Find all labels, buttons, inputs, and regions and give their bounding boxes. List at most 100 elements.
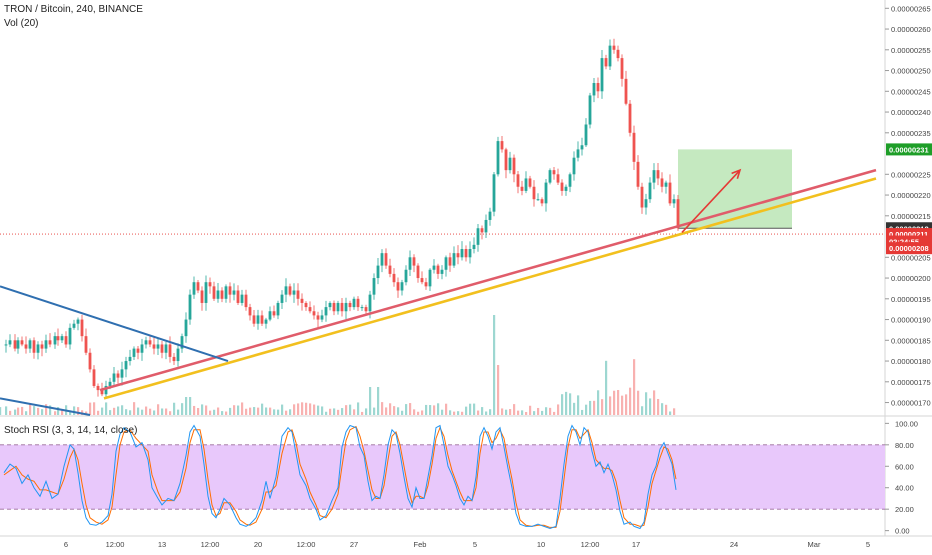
volume-bar	[673, 408, 676, 415]
candle-body	[92, 369, 96, 386]
volume-bar	[317, 405, 320, 415]
volume-bar	[161, 408, 164, 415]
volume-bar	[669, 411, 672, 415]
candle-body	[524, 178, 528, 191]
volume-bar	[129, 410, 132, 415]
volume-bar	[573, 402, 576, 415]
volume-bar	[305, 402, 308, 415]
candle-body	[53, 336, 57, 345]
candle-body	[632, 132, 636, 162]
volume-bar	[609, 396, 612, 415]
volume-bar	[337, 409, 340, 415]
volume-bar	[89, 402, 92, 415]
volume-bar	[325, 411, 328, 415]
price-tick-label: 0.00000245	[891, 87, 931, 96]
candle-body	[512, 157, 516, 175]
candle-body	[536, 199, 540, 201]
volume-bar	[665, 404, 668, 415]
candle-body	[456, 253, 460, 258]
candle-body	[316, 315, 320, 320]
candle-body	[344, 302, 348, 312]
volume-bar	[301, 402, 304, 415]
candle-body	[648, 182, 652, 200]
volume-bar	[141, 409, 144, 415]
candle-body	[588, 95, 592, 125]
volume-bar	[377, 387, 380, 415]
volume-bar	[649, 398, 652, 415]
candle-body	[432, 265, 436, 270]
volume-bar	[209, 410, 212, 415]
price-label-text: 0.00000211	[889, 230, 928, 239]
candle-body	[644, 199, 648, 208]
volume-bar	[357, 402, 360, 415]
volume-bar	[225, 411, 228, 415]
volume-bar	[49, 405, 52, 415]
candle-body	[56, 336, 60, 341]
volume-bar	[97, 410, 100, 415]
price-label-text: 0.00000231	[889, 145, 929, 154]
candle-body	[136, 348, 140, 353]
candle-body	[604, 58, 608, 67]
candle-body	[260, 315, 264, 324]
volume-bar	[133, 402, 136, 415]
volume-bar	[385, 407, 388, 415]
volume-bar	[229, 407, 232, 415]
volume-bar	[373, 407, 376, 415]
candle-body	[208, 282, 212, 287]
time-axis-label: 20	[254, 540, 262, 549]
candle-body	[356, 298, 360, 308]
target-arrow	[681, 169, 741, 233]
volume-bar	[273, 409, 276, 415]
candle-body	[500, 141, 504, 150]
volume-bar	[393, 406, 396, 415]
candle-body	[428, 269, 432, 287]
candle-body	[300, 298, 304, 303]
volume-bar	[529, 405, 532, 415]
candle-body	[452, 253, 456, 266]
candle-body	[652, 170, 656, 183]
volume-bar	[193, 405, 196, 415]
price-tick-label: 0.00000205	[891, 253, 931, 262]
candle-body	[256, 315, 260, 324]
candle-body	[400, 282, 404, 291]
candle-body	[128, 356, 132, 362]
volume-bar	[513, 404, 516, 415]
volume-bar	[245, 408, 248, 415]
volume-bar	[397, 407, 400, 415]
volume-bar	[85, 411, 88, 415]
volume-bar	[14, 409, 17, 415]
price-tick-label: 0.00000225	[891, 170, 931, 179]
candle-body	[364, 307, 368, 312]
candle-body	[580, 145, 584, 150]
volume-bar	[93, 402, 96, 415]
volume-bar	[201, 404, 204, 415]
candle-body	[8, 340, 12, 345]
volume-bar	[113, 407, 116, 415]
time-axis-label: 12:00	[106, 540, 125, 549]
volume-bar	[0, 407, 2, 415]
candle-body	[448, 257, 452, 266]
volume-bar	[645, 392, 648, 415]
candle-body	[276, 302, 280, 316]
candle-body	[84, 336, 88, 353]
candle-body	[240, 294, 244, 303]
volume-bar	[237, 405, 240, 415]
volume-bar	[585, 404, 588, 415]
volume-bar	[485, 411, 488, 415]
candle-body	[408, 257, 412, 270]
candle-body	[32, 340, 36, 353]
volume-bar	[45, 404, 48, 415]
volume-bar	[241, 402, 244, 415]
volume-bar	[453, 411, 456, 415]
candle-body	[572, 157, 576, 175]
price-tick-label: 0.00000240	[891, 108, 931, 117]
candle-body	[520, 186, 524, 191]
candle-body	[404, 269, 408, 283]
candle-body	[668, 182, 672, 204]
candle-body	[80, 319, 84, 337]
candle-body	[104, 385, 108, 395]
volume-bar	[341, 408, 344, 415]
volume-bar	[509, 409, 512, 415]
